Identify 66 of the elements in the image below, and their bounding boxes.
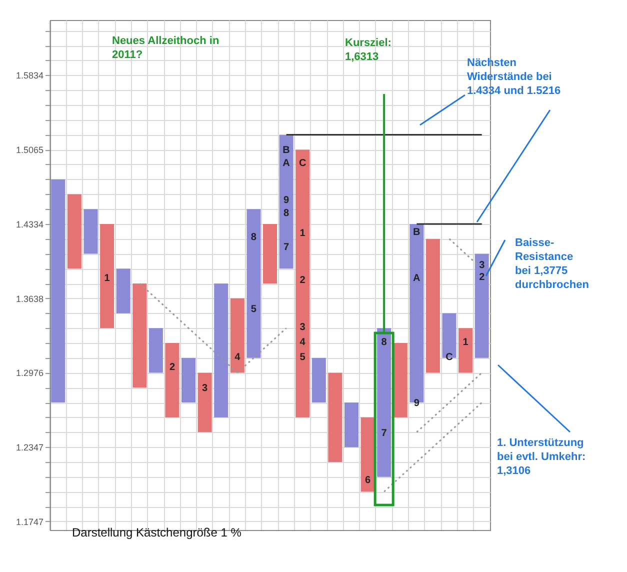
annotation: 8 xyxy=(284,208,290,219)
bar xyxy=(84,209,98,254)
annotation: 1 xyxy=(104,273,110,284)
bar xyxy=(426,238,440,373)
annotation: C xyxy=(298,158,306,169)
annotation: Neues Allzeithoch in 2011? xyxy=(112,35,220,61)
text: 1. Unterstützung bei evtl. Umkehr: 1,3106 xyxy=(497,437,586,477)
y-tick-label: 1.5065 xyxy=(16,145,44,156)
bar xyxy=(263,224,277,284)
bar xyxy=(132,284,147,388)
annotation: 9 xyxy=(284,195,290,206)
annotation: 1 xyxy=(300,228,306,239)
annotation: A xyxy=(413,273,420,284)
annotation: Kursziel: 1,6313 xyxy=(345,37,392,63)
annotation: B xyxy=(413,227,420,238)
annotation: 3 xyxy=(202,383,208,394)
annotation: Nächsten Widerstände bei 1.4334 und 1.5216 xyxy=(467,57,561,97)
annotation: 4 xyxy=(234,352,241,363)
text: Baisse-Resistance bei 1,3775 durchbrochen xyxy=(515,237,590,291)
bar xyxy=(279,134,294,269)
bar xyxy=(148,328,163,373)
bar xyxy=(182,358,196,403)
bar xyxy=(100,224,114,328)
bar xyxy=(393,342,408,418)
bar xyxy=(246,209,261,358)
annotation: 8 xyxy=(250,232,257,243)
annotation: 8 xyxy=(381,337,388,348)
annotation: 1 xyxy=(462,337,469,348)
bar xyxy=(51,179,66,403)
bar xyxy=(198,372,212,432)
bar xyxy=(377,328,392,477)
annotation: A xyxy=(282,158,290,169)
bar xyxy=(474,254,489,358)
bar xyxy=(214,284,228,418)
annotation: 7 xyxy=(284,242,290,253)
annotation: B xyxy=(282,145,290,156)
bar xyxy=(344,402,358,448)
bar xyxy=(458,328,473,373)
annotation: 5 xyxy=(250,304,257,315)
y-tick-label: 1.1747 xyxy=(16,516,44,527)
y-tick-label: 1.3638 xyxy=(16,294,44,304)
line-series xyxy=(416,372,483,433)
annotation: 2 xyxy=(479,272,486,283)
bar xyxy=(328,372,342,462)
annotation: 3 xyxy=(300,322,306,333)
y-tick-label: 1.4334 xyxy=(16,219,44,230)
y-tick-label: 1.2347 xyxy=(16,442,44,452)
bar xyxy=(296,150,310,418)
annotation: 7 xyxy=(381,428,388,439)
y-tick-label: 1.2976 xyxy=(16,368,44,378)
annotation: 5 xyxy=(300,352,306,363)
annotation: 2 xyxy=(169,362,176,373)
y-tick-label: 1.5834 xyxy=(16,70,44,81)
annotation: 2 xyxy=(300,275,306,286)
annotation: Darstellung Kästchengröße 1 % xyxy=(72,526,242,540)
bar xyxy=(165,342,180,418)
annotation: 9 xyxy=(414,398,420,409)
bar xyxy=(230,298,244,373)
annotation: 3 xyxy=(479,260,486,271)
bar xyxy=(360,417,375,492)
annotation: 6 xyxy=(364,475,371,486)
bar xyxy=(116,268,130,314)
bar xyxy=(67,194,82,269)
bar xyxy=(312,358,326,403)
annotation: 4 xyxy=(300,337,306,348)
annotation: C xyxy=(446,352,453,363)
